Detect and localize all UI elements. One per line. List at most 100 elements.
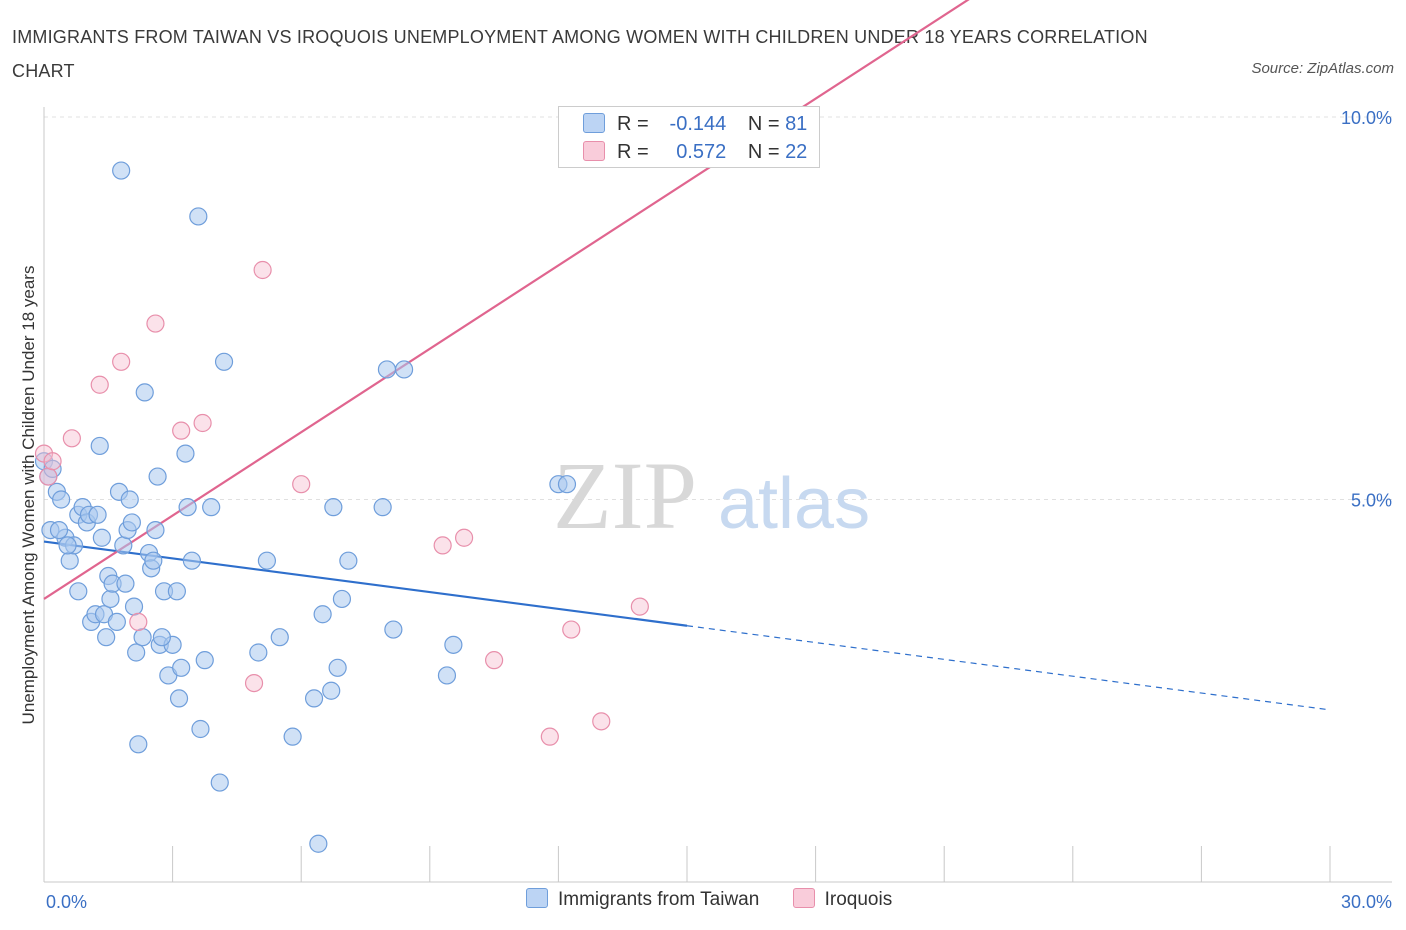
taiwan-point <box>127 643 146 662</box>
taiwan-point <box>384 620 403 639</box>
taiwan-point <box>202 498 221 517</box>
iroquois-point <box>454 528 474 547</box>
watermark: ZIP atlas <box>553 442 870 549</box>
legend-item-taiwan[interactable]: Immigrants from Taiwan <box>526 888 759 911</box>
taiwan-point <box>182 551 201 570</box>
taiwan-point <box>324 498 343 517</box>
taiwan-point <box>101 589 120 609</box>
iroquois-point <box>562 620 581 639</box>
taiwan-point <box>283 727 302 746</box>
taiwan-point <box>49 520 69 540</box>
legend-row-taiwan: R = -0.144 N = 81 <box>583 113 807 137</box>
tick-labels: 5.0%10.0%15.0%20.0%0.0%30.0% <box>46 108 1392 912</box>
iroquois-point <box>193 413 212 433</box>
taiwan-point <box>114 536 133 555</box>
taiwan-point <box>178 498 197 517</box>
watermark-zip: ZIP <box>553 442 697 549</box>
taiwan-point <box>437 666 457 685</box>
taiwan-point <box>169 689 189 708</box>
iroquois-point <box>433 536 452 555</box>
iroquois-point <box>39 467 58 486</box>
legend-row-iroquois: R = 0.572 N = 22 <box>583 141 807 165</box>
iroquois-trendline <box>43 0 970 600</box>
y-tick-label: 10.0% <box>1341 108 1392 128</box>
taiwan-point <box>88 505 107 524</box>
taiwan-point <box>152 628 171 647</box>
taiwan-point <box>120 490 139 509</box>
iroquois-point <box>540 727 559 746</box>
taiwan-point <box>214 352 234 371</box>
taiwan-point <box>195 651 214 670</box>
iroquois-point <box>292 475 311 494</box>
axes <box>43 107 1392 883</box>
iroquois-point <box>172 421 191 440</box>
legend-n-value-taiwan: 81 <box>785 113 808 135</box>
legend-swatch-iroquois <box>583 141 605 161</box>
taiwan-point <box>210 773 229 792</box>
taiwan-point <box>52 490 71 509</box>
y-tick-label: 5.0% <box>1351 491 1392 511</box>
taiwan-point <box>557 475 577 494</box>
taiwan-point <box>373 498 392 517</box>
taiwan-point <box>92 528 111 547</box>
taiwan-point <box>309 834 328 853</box>
iroquois-point <box>146 314 165 333</box>
series-taiwan <box>34 161 577 853</box>
iroquois-point <box>592 712 611 731</box>
taiwan-point <box>339 551 358 570</box>
source-label: Source: ZipAtlas.com <box>1251 60 1394 77</box>
legend-item-iroquois[interactable]: Iroquois <box>792 888 893 911</box>
x-tick-label: 0.0% <box>46 892 87 912</box>
legend-r-value-taiwan: -0.144 <box>669 113 727 135</box>
iroquois-point <box>62 429 81 448</box>
legend-label-iroquois: Iroquois <box>824 889 893 910</box>
taiwan-point <box>313 605 332 624</box>
taiwan-point <box>69 582 88 601</box>
taiwan-point <box>122 513 141 532</box>
taiwan-point <box>107 612 126 632</box>
taiwan-point <box>167 582 186 601</box>
taiwan-point <box>377 360 397 379</box>
iroquois-point <box>244 673 264 693</box>
taiwan-point <box>304 689 324 708</box>
taiwan-point <box>328 658 347 677</box>
taiwan-point <box>90 436 109 456</box>
iroquois-point <box>485 651 504 670</box>
taiwan-point <box>270 628 289 647</box>
taiwan-point <box>146 520 165 540</box>
legend-n-label: N = <box>747 141 780 163</box>
taiwan-point <box>144 551 163 570</box>
chart-title: IMMIGRANTS FROM TAIWAN VS IROQUOIS UNEMP… <box>12 27 1148 81</box>
taiwan-point <box>148 467 167 486</box>
watermark-atlas: atlas <box>718 464 870 544</box>
gridlines <box>44 116 1392 500</box>
taiwan-point <box>172 658 191 677</box>
iroquois-point <box>129 612 148 632</box>
taiwan-point <box>444 635 463 654</box>
iroquois-point <box>43 452 62 471</box>
taiwan-point <box>60 551 79 570</box>
taiwan-point <box>257 551 277 570</box>
series-legend: Immigrants from Taiwan Iroquois <box>526 888 920 911</box>
correlation-legend: R = -0.144 N = 81 R = 0.572 N = 22 <box>558 106 820 168</box>
iroquois-point <box>253 260 272 280</box>
taiwan-point <box>249 643 268 662</box>
legend-n-label: N = <box>747 113 780 135</box>
legend-n-value-iroquois: 22 <box>785 141 808 163</box>
taiwan-point <box>176 444 195 463</box>
iroquois-point <box>630 597 649 616</box>
iroquois-point <box>112 352 131 371</box>
taiwan-point <box>332 589 352 609</box>
series-iroquois <box>34 260 649 746</box>
taiwan-point <box>322 681 341 700</box>
taiwan-point <box>133 628 152 647</box>
taiwan-point <box>129 735 148 754</box>
taiwan-point <box>135 383 154 402</box>
x-tick-label: 30.0% <box>1341 892 1392 912</box>
taiwan-point <box>394 360 414 379</box>
taiwan-point <box>189 207 208 226</box>
legend-r-label: R = <box>617 113 649 135</box>
taiwan-point <box>191 719 210 739</box>
legend-r-label: R = <box>617 141 649 163</box>
